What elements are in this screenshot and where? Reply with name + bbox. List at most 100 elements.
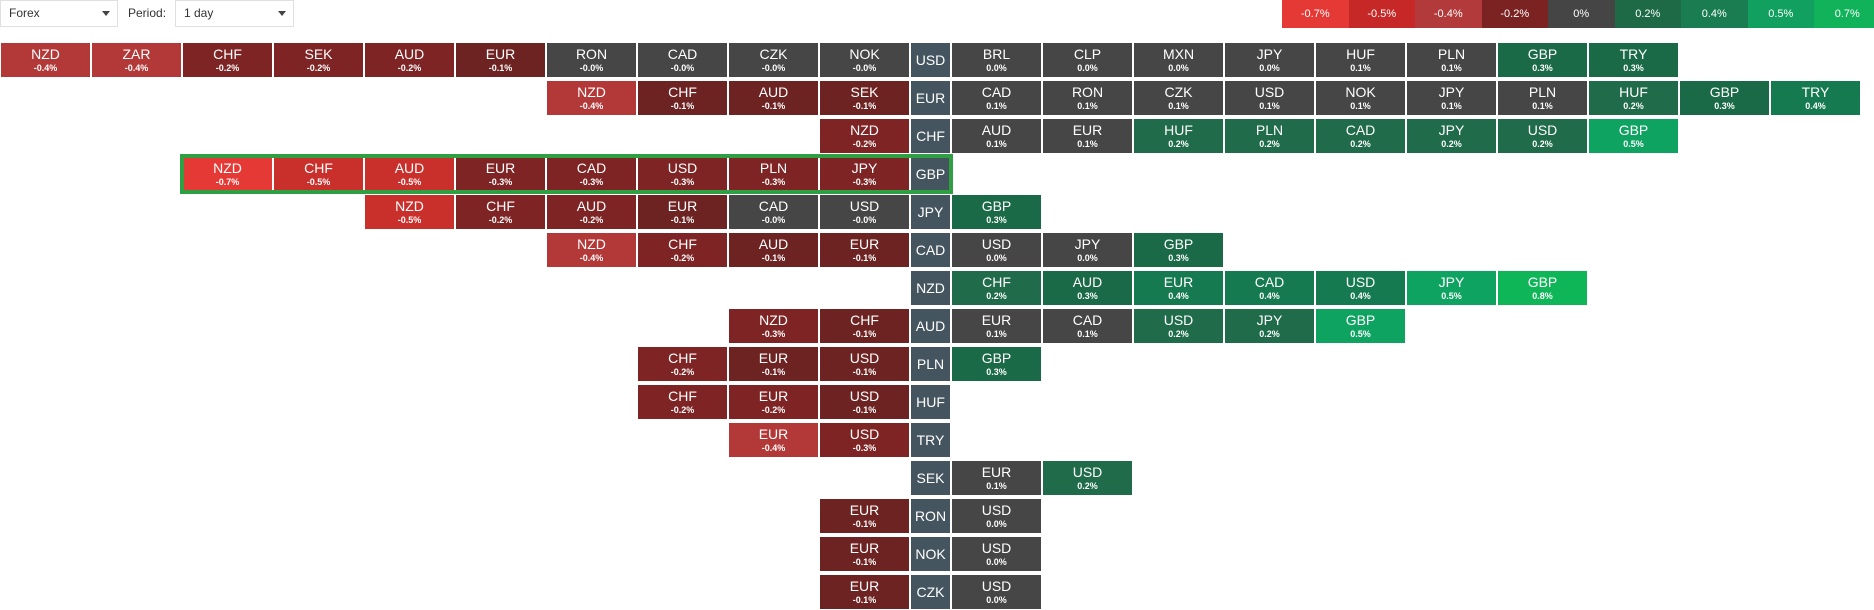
pair-cell-czk[interactable]: CZK 0.1% (1133, 80, 1224, 116)
base-currency-czk[interactable]: CZK (910, 574, 951, 610)
pair-cell-eur[interactable]: EUR -0.3% (455, 156, 546, 192)
pair-cell-chf[interactable]: CHF -0.5% (273, 156, 364, 192)
pair-cell-ron[interactable]: RON 0.1% (1042, 80, 1133, 116)
pair-cell-aud[interactable]: AUD -0.2% (546, 194, 637, 230)
pair-cell-aud[interactable]: AUD -0.5% (364, 156, 455, 192)
pair-cell-aud[interactable]: AUD -0.2% (364, 42, 455, 78)
pair-cell-usd[interactable]: USD 0.2% (1497, 118, 1588, 154)
pair-cell-nzd[interactable]: NZD -0.4% (546, 232, 637, 268)
pair-cell-jpy[interactable]: JPY 0.0% (1224, 42, 1315, 78)
pair-cell-gbp[interactable]: GBP 0.5% (1588, 118, 1679, 154)
pair-cell-usd[interactable]: USD 0.0% (951, 232, 1042, 268)
pair-cell-eur[interactable]: EUR 0.4% (1133, 270, 1224, 306)
pair-cell-usd[interactable]: USD 0.2% (1042, 460, 1133, 496)
pair-cell-huf[interactable]: HUF 0.1% (1315, 42, 1406, 78)
pair-cell-jpy[interactable]: JPY 0.1% (1406, 80, 1497, 116)
pair-cell-clp[interactable]: CLP 0.0% (1042, 42, 1133, 78)
pair-cell-chf[interactable]: CHF -0.2% (182, 42, 273, 78)
pair-cell-gbp[interactable]: GBP 0.5% (1315, 308, 1406, 344)
pair-cell-eur[interactable]: EUR 0.1% (951, 308, 1042, 344)
pair-cell-cad[interactable]: CAD -0.0% (728, 194, 819, 230)
base-currency-huf[interactable]: HUF (910, 384, 951, 420)
pair-cell-usd[interactable]: USD 0.0% (951, 536, 1042, 572)
pair-cell-try[interactable]: TRY 0.4% (1770, 80, 1861, 116)
pair-cell-aud[interactable]: AUD 0.3% (1042, 270, 1133, 306)
pair-cell-usd[interactable]: USD 0.0% (951, 498, 1042, 534)
pair-cell-eur[interactable]: EUR -0.1% (819, 232, 910, 268)
pair-cell-gbp[interactable]: GBP 0.3% (951, 194, 1042, 230)
base-currency-nzd[interactable]: NZD (910, 270, 951, 306)
pair-cell-usd[interactable]: USD -0.1% (819, 346, 910, 382)
pair-cell-sek[interactable]: SEK -0.2% (273, 42, 364, 78)
pair-cell-cad[interactable]: CAD 0.1% (1042, 308, 1133, 344)
pair-cell-jpy[interactable]: JPY 0.0% (1042, 232, 1133, 268)
pair-cell-eur[interactable]: EUR -0.2% (728, 384, 819, 420)
pair-cell-usd[interactable]: USD 0.4% (1315, 270, 1406, 306)
pair-cell-gbp[interactable]: GBP 0.3% (1679, 80, 1770, 116)
pair-cell-gbp[interactable]: GBP 0.3% (951, 346, 1042, 382)
pair-cell-gbp[interactable]: GBP 0.8% (1497, 270, 1588, 306)
pair-cell-nzd[interactable]: NZD -0.4% (546, 80, 637, 116)
pair-cell-usd[interactable]: USD 0.2% (1133, 308, 1224, 344)
base-currency-usd[interactable]: USD (910, 42, 951, 78)
pair-cell-sek[interactable]: SEK -0.1% (819, 80, 910, 116)
base-currency-pln[interactable]: PLN (910, 346, 951, 382)
pair-cell-huf[interactable]: HUF 0.2% (1588, 80, 1679, 116)
base-currency-nok[interactable]: NOK (910, 536, 951, 572)
base-currency-cad[interactable]: CAD (910, 232, 951, 268)
pair-cell-chf[interactable]: CHF -0.2% (455, 194, 546, 230)
period-select[interactable]: 1 day (175, 0, 294, 27)
base-currency-ron[interactable]: RON (910, 498, 951, 534)
pair-cell-eur[interactable]: EUR 0.1% (1042, 118, 1133, 154)
pair-cell-pln[interactable]: PLN -0.3% (728, 156, 819, 192)
pair-cell-eur[interactable]: EUR 0.1% (951, 460, 1042, 496)
pair-cell-cad[interactable]: CAD -0.0% (637, 42, 728, 78)
pair-cell-usd[interactable]: USD 0.0% (951, 574, 1042, 610)
base-currency-eur[interactable]: EUR (910, 80, 951, 116)
pair-cell-eur[interactable]: EUR -0.1% (728, 346, 819, 382)
pair-cell-usd[interactable]: USD -0.3% (819, 422, 910, 458)
pair-cell-aud[interactable]: AUD -0.1% (728, 232, 819, 268)
pair-cell-mxn[interactable]: MXN 0.0% (1133, 42, 1224, 78)
pair-cell-brl[interactable]: BRL 0.0% (951, 42, 1042, 78)
pair-cell-ron[interactable]: RON -0.0% (546, 42, 637, 78)
pair-cell-gbp[interactable]: GBP 0.3% (1133, 232, 1224, 268)
pair-cell-eur[interactable]: EUR -0.1% (819, 536, 910, 572)
pair-cell-eur[interactable]: EUR -0.1% (455, 42, 546, 78)
pair-cell-jpy[interactable]: JPY -0.3% (819, 156, 910, 192)
pair-cell-zar[interactable]: ZAR -0.4% (91, 42, 182, 78)
pair-cell-usd[interactable]: USD -0.0% (819, 194, 910, 230)
pair-cell-eur[interactable]: EUR -0.1% (637, 194, 728, 230)
pair-cell-usd[interactable]: USD -0.3% (637, 156, 728, 192)
base-currency-aud[interactable]: AUD (910, 308, 951, 344)
pair-cell-gbp[interactable]: GBP 0.3% (1497, 42, 1588, 78)
pair-cell-jpy[interactable]: JPY 0.2% (1406, 118, 1497, 154)
base-currency-chf[interactable]: CHF (910, 118, 951, 154)
pair-cell-chf[interactable]: CHF -0.1% (819, 308, 910, 344)
pair-cell-jpy[interactable]: JPY 0.5% (1406, 270, 1497, 306)
pair-cell-chf[interactable]: CHF -0.2% (637, 346, 728, 382)
pair-cell-usd[interactable]: USD 0.1% (1224, 80, 1315, 116)
pair-cell-aud[interactable]: AUD 0.1% (951, 118, 1042, 154)
pair-cell-chf[interactable]: CHF -0.2% (637, 384, 728, 420)
pair-cell-nok[interactable]: NOK 0.1% (1315, 80, 1406, 116)
pair-cell-nzd[interactable]: NZD -0.4% (0, 42, 91, 78)
pair-cell-chf[interactable]: CHF -0.2% (637, 232, 728, 268)
pair-cell-jpy[interactable]: JPY 0.2% (1224, 308, 1315, 344)
pair-cell-cad[interactable]: CAD 0.2% (1315, 118, 1406, 154)
pair-cell-pln[interactable]: PLN 0.1% (1406, 42, 1497, 78)
pair-cell-aud[interactable]: AUD -0.1% (728, 80, 819, 116)
market-select[interactable]: Forex (0, 0, 118, 27)
pair-cell-chf[interactable]: CHF -0.1% (637, 80, 728, 116)
base-currency-sek[interactable]: SEK (910, 460, 951, 496)
pair-cell-cad[interactable]: CAD -0.3% (546, 156, 637, 192)
pair-cell-try[interactable]: TRY 0.3% (1588, 42, 1679, 78)
pair-cell-huf[interactable]: HUF 0.2% (1133, 118, 1224, 154)
pair-cell-nzd[interactable]: NZD -0.3% (728, 308, 819, 344)
pair-cell-nok[interactable]: NOK -0.0% (819, 42, 910, 78)
pair-cell-eur[interactable]: EUR -0.1% (819, 498, 910, 534)
pair-cell-pln[interactable]: PLN 0.2% (1224, 118, 1315, 154)
pair-cell-nzd[interactable]: NZD -0.7% (182, 156, 273, 192)
pair-cell-czk[interactable]: CZK -0.0% (728, 42, 819, 78)
pair-cell-cad[interactable]: CAD 0.1% (951, 80, 1042, 116)
